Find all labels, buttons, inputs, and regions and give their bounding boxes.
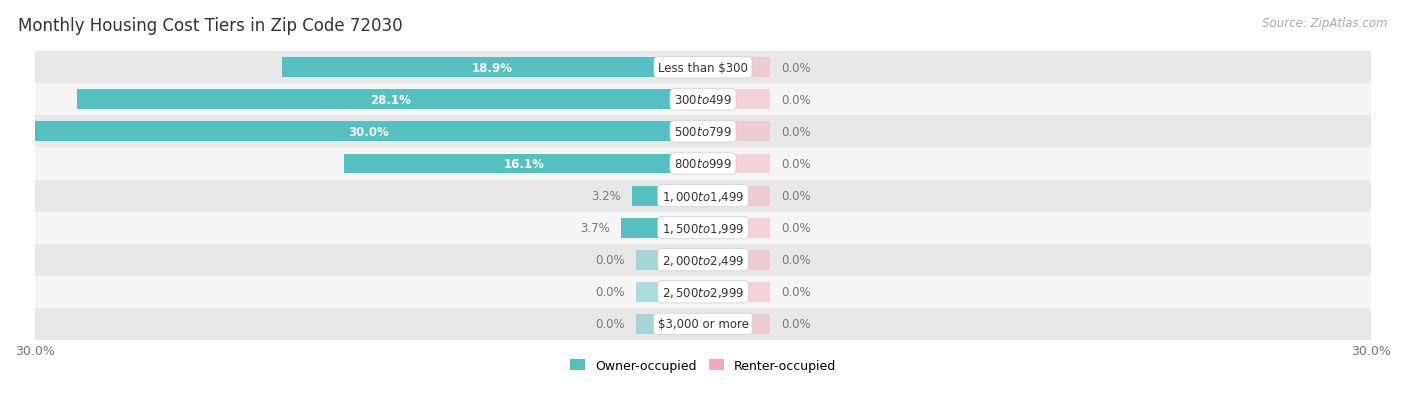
Text: 0.0%: 0.0%	[780, 126, 811, 139]
Text: Monthly Housing Cost Tiers in Zip Code 72030: Monthly Housing Cost Tiers in Zip Code 7…	[18, 17, 404, 34]
Text: 0.0%: 0.0%	[780, 285, 811, 299]
Text: $2,500 to $2,999: $2,500 to $2,999	[662, 285, 744, 299]
Text: 30.0%: 30.0%	[349, 126, 389, 139]
Bar	[35, 148, 1371, 180]
Bar	[636, 314, 703, 334]
Legend: Owner-occupied, Renter-occupied: Owner-occupied, Renter-occupied	[565, 354, 841, 377]
Bar	[703, 154, 770, 174]
Bar	[703, 122, 770, 142]
Bar	[77, 90, 703, 110]
Bar	[703, 90, 770, 110]
Bar	[620, 218, 703, 238]
Text: $300 to $499: $300 to $499	[673, 94, 733, 107]
Bar	[35, 180, 1371, 212]
Text: 0.0%: 0.0%	[780, 318, 811, 330]
Bar	[703, 250, 770, 270]
Text: 0.0%: 0.0%	[780, 254, 811, 266]
Bar	[35, 84, 1371, 116]
Text: 18.9%: 18.9%	[472, 62, 513, 75]
Text: 0.0%: 0.0%	[780, 94, 811, 107]
Bar	[283, 58, 703, 78]
Text: Less than $300: Less than $300	[658, 62, 748, 75]
Bar	[703, 218, 770, 238]
Text: $2,000 to $2,499: $2,000 to $2,499	[662, 253, 744, 267]
Text: 0.0%: 0.0%	[595, 285, 626, 299]
Text: 0.0%: 0.0%	[595, 318, 626, 330]
Bar	[35, 116, 1371, 148]
Bar	[35, 276, 1371, 308]
Text: $500 to $799: $500 to $799	[673, 126, 733, 139]
Bar	[636, 282, 703, 302]
Text: $1,500 to $1,999: $1,500 to $1,999	[662, 221, 744, 235]
Bar	[35, 308, 1371, 340]
Bar	[703, 314, 770, 334]
Bar	[35, 212, 1371, 244]
Text: Source: ZipAtlas.com: Source: ZipAtlas.com	[1263, 17, 1388, 29]
Bar	[703, 58, 770, 78]
Text: 0.0%: 0.0%	[780, 158, 811, 171]
Bar	[35, 52, 1371, 84]
Bar	[703, 282, 770, 302]
Bar	[35, 244, 1371, 276]
Text: 28.1%: 28.1%	[370, 94, 411, 107]
Text: $1,000 to $1,499: $1,000 to $1,499	[662, 189, 744, 203]
Text: 0.0%: 0.0%	[595, 254, 626, 266]
Text: 0.0%: 0.0%	[780, 190, 811, 202]
Text: $3,000 or more: $3,000 or more	[658, 318, 748, 330]
Bar	[636, 250, 703, 270]
Text: $800 to $999: $800 to $999	[673, 158, 733, 171]
Text: 16.1%: 16.1%	[503, 158, 544, 171]
Text: 3.2%: 3.2%	[591, 190, 620, 202]
Bar	[631, 186, 703, 206]
Bar	[703, 186, 770, 206]
Text: 3.7%: 3.7%	[579, 222, 609, 235]
Bar	[344, 154, 703, 174]
Text: 0.0%: 0.0%	[780, 62, 811, 75]
Bar	[35, 122, 703, 142]
Text: 0.0%: 0.0%	[780, 222, 811, 235]
